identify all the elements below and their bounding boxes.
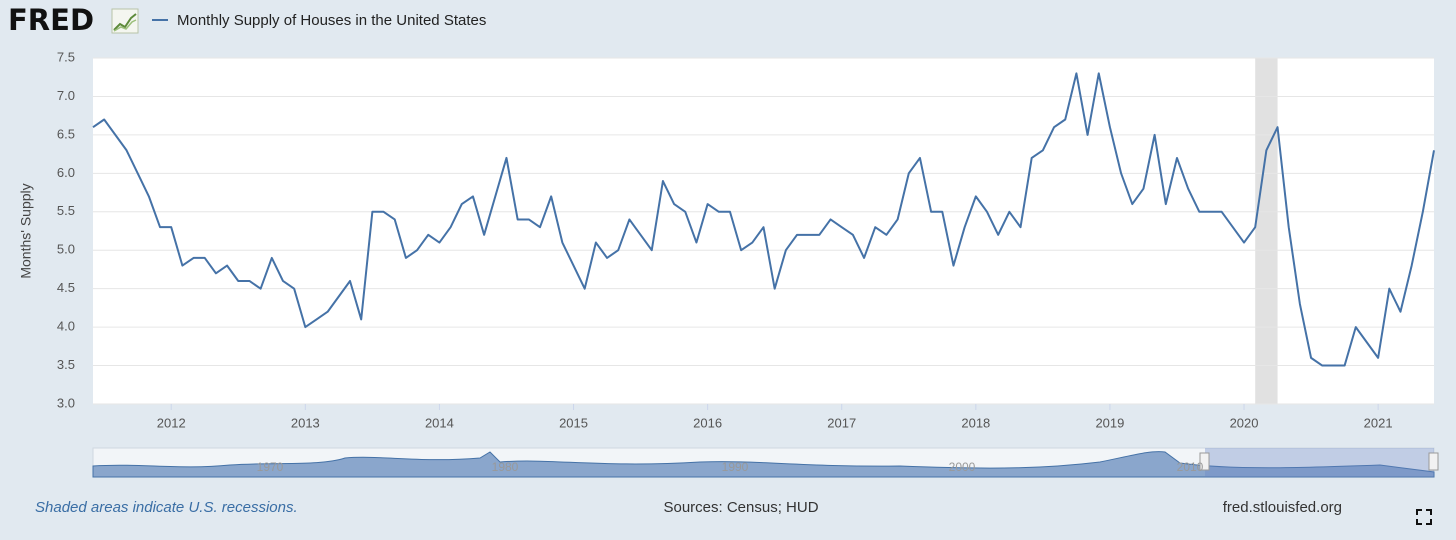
x-tick-label: 2019 — [1095, 415, 1124, 430]
y-tick-label: 5.0 — [57, 242, 75, 257]
x-tick-label: 2016 — [693, 415, 722, 430]
navigator-label: 1970 — [257, 460, 284, 474]
y-tick-label: 4.5 — [57, 280, 75, 295]
y-axis-label: Months' Supply — [18, 183, 34, 278]
navigator-label: 1980 — [492, 460, 519, 474]
x-tick-label: 2014 — [425, 415, 454, 430]
navigator-label: 2000 — [949, 460, 976, 474]
site-link[interactable]: fred.stlouisfed.org — [1223, 499, 1342, 516]
navigator — [92, 447, 1439, 478]
y-tick-label: 6.5 — [57, 126, 75, 141]
fullscreen-icon[interactable] — [1416, 509, 1432, 525]
navigator-label: 2010 — [1177, 460, 1204, 474]
x-tick-label: 2021 — [1364, 415, 1393, 430]
legend-label: Monthly Supply of Houses in the United S… — [177, 12, 486, 29]
plot: 3.0 3.5 4.0 4.5 5.0 5.5 6.0 6.5 7.0 7.5 2012 2013 20… — [57, 49, 1435, 430]
recession-band — [1255, 58, 1278, 404]
y-tick-label: 5.5 — [57, 203, 75, 218]
x-tick-label: 2017 — [827, 415, 856, 430]
logo-icon — [111, 8, 139, 34]
sources: Sources: Census; HUD — [663, 499, 818, 516]
y-tick-label: 4.0 — [57, 319, 75, 334]
y-tick-label: 6.0 — [57, 165, 75, 180]
x-tick-label: 2015 — [559, 415, 588, 430]
y-tick-label: 7.0 — [57, 88, 75, 103]
x-tick-label: 2018 — [961, 415, 990, 430]
navigator-labels: 1970 1980 1990 2000 2010 — [257, 460, 1204, 474]
y-tick-label: 3.5 — [57, 357, 75, 372]
x-tick-label: 2012 — [157, 415, 186, 430]
x-tick-label: 2020 — [1230, 415, 1259, 430]
x-tick-label: 2013 — [291, 415, 320, 430]
navigator-label: 1990 — [722, 460, 749, 474]
data-line — [92, 72, 1435, 367]
y-tick-label: 7.5 — [57, 49, 75, 64]
y-tick-label: 3.0 — [57, 395, 75, 410]
recession-note: Shaded areas indicate U.S. recessions. — [35, 499, 298, 516]
navigator-handle[interactable] — [1199, 452, 1210, 471]
brand-logo: FRED — [8, 3, 94, 37]
navigator-handle[interactable] — [1428, 452, 1439, 471]
